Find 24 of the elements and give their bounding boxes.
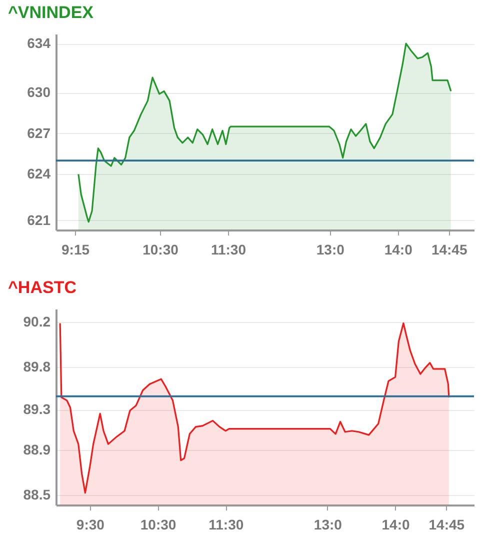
y-tick-label: 89.8 bbox=[23, 358, 51, 374]
y-tick-label: 89.3 bbox=[23, 401, 51, 418]
x-tick-label: 13:0 bbox=[316, 242, 345, 258]
y-tick-label: 88.5 bbox=[23, 486, 51, 502]
chart-title: ^VNINDEX bbox=[8, 3, 94, 22]
chart-title: ^HASTC bbox=[8, 278, 76, 297]
x-tick-label: 9:30 bbox=[76, 516, 105, 532]
y-tick-label: 630 bbox=[27, 84, 51, 100]
y-tick-label: 624 bbox=[27, 166, 51, 182]
y-tick-label: 627 bbox=[27, 124, 51, 141]
x-tick-label: 14:45 bbox=[428, 516, 465, 532]
x-tick-label: 10:30 bbox=[142, 242, 179, 258]
x-tick-label: 14:0 bbox=[384, 242, 413, 258]
y-tick-label: 634 bbox=[27, 35, 51, 52]
x-tick-label: 11:30 bbox=[208, 516, 244, 532]
x-tick-label: 14:0 bbox=[382, 516, 410, 532]
y-tick-label: 621 bbox=[27, 212, 51, 228]
x-tick-label: 11:30 bbox=[210, 242, 246, 258]
y-tick-label: 88.9 bbox=[23, 442, 51, 458]
x-tick-label: 9:15 bbox=[62, 242, 90, 258]
x-tick-label: 10:30 bbox=[140, 516, 176, 532]
x-tick-label: 14:45 bbox=[431, 242, 468, 258]
y-tick-label: 90.2 bbox=[23, 314, 51, 330]
x-tick-label: 13:0 bbox=[314, 516, 342, 532]
